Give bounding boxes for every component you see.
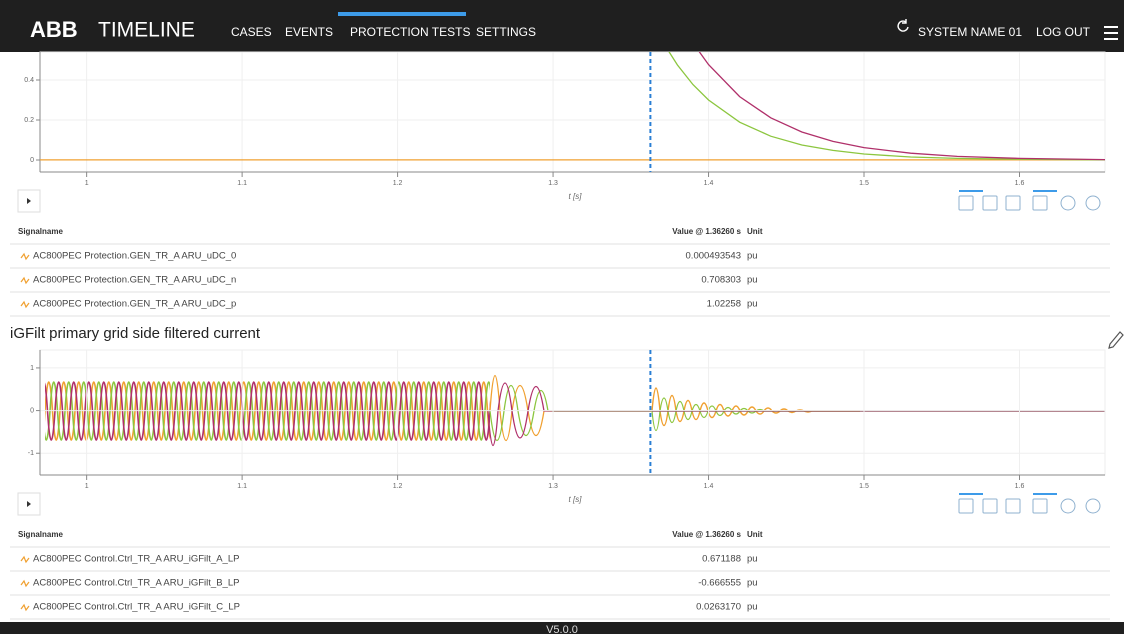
toolbar-button[interactable]: [1085, 498, 1101, 514]
signal-unit: pu: [747, 578, 758, 589]
toolbar-button[interactable]: [1032, 195, 1048, 211]
version: V5.0.0: [546, 624, 578, 634]
toolbar-button[interactable]: [958, 498, 974, 514]
menu-item[interactable]: SETTINGS: [476, 25, 536, 39]
signal-unit: pu: [747, 299, 758, 310]
column-header: Signalname: [18, 227, 63, 236]
toolbar-button[interactable]: [1032, 498, 1048, 514]
chart-title: iGFilt primary grid side filtered curren…: [10, 325, 261, 342]
signal-value: -0.666555: [698, 578, 741, 589]
y-tick-label: 0: [30, 157, 34, 164]
edit-icon[interactable]: [1108, 331, 1124, 349]
signal-icon: [20, 300, 30, 309]
menu-item[interactable]: PROTECTION TESTS: [350, 25, 470, 39]
x-tick-label: 1.4: [704, 483, 714, 490]
toolbar-button[interactable]: [1005, 195, 1021, 211]
y-tick-label: 1: [30, 365, 34, 372]
signal-icon: [20, 276, 30, 285]
y-tick-label: 0.4: [24, 77, 34, 84]
x-tick-label: 1: [85, 483, 89, 490]
menu-item[interactable]: EVENTS: [285, 25, 333, 39]
app-name: TIMELINE: [98, 19, 195, 42]
x-tick-label: 1.3: [548, 180, 558, 187]
signal-name: AC800PEC Control.Ctrl_TR_A ARU_iGFilt_A_…: [33, 554, 239, 565]
x-tick-label: 1.5: [859, 483, 869, 490]
x-tick-label: 1.3: [548, 483, 558, 490]
y-tick-label: -1: [28, 450, 34, 457]
x-axis-label: t [s]: [569, 495, 583, 504]
signal-icon: [20, 579, 30, 588]
toolbar-button[interactable]: [1060, 498, 1076, 514]
footer-bar: [0, 622, 1124, 634]
x-tick-label: 1.6: [1015, 483, 1025, 490]
menu-item[interactable]: CASES: [231, 25, 272, 39]
signal-unit: pu: [747, 602, 758, 613]
x-tick-label: 1.1: [237, 483, 247, 490]
signal-name: AC800PEC Protection.GEN_TR_A ARU_uDC_p: [33, 299, 236, 310]
x-axis-label: t [s]: [569, 192, 583, 201]
signal-unit: pu: [747, 275, 758, 286]
x-tick-label: 1.4: [704, 180, 714, 187]
refresh-icon[interactable]: [897, 19, 909, 32]
expand-arrow: [27, 501, 31, 507]
x-tick-label: 1.2: [393, 180, 403, 187]
column-header: Value @ 1.36260 s: [672, 530, 741, 539]
signal-icon: [20, 555, 30, 564]
toolbar-button[interactable]: [958, 195, 974, 211]
signal-icon: [20, 252, 30, 261]
column-header: Signalname: [18, 530, 63, 539]
y-tick-label: 0: [30, 407, 34, 414]
x-tick-label: 1.5: [859, 180, 869, 187]
menu-icon[interactable]: [1104, 26, 1118, 40]
column-header: Unit: [747, 530, 763, 539]
signal-line: [698, 52, 1105, 161]
active-indicator: [338, 12, 466, 16]
signal-unit: pu: [747, 251, 758, 262]
column-header: Value @ 1.36260 s: [672, 227, 741, 236]
signal-name: AC800PEC Protection.GEN_TR_A ARU_uDC_n: [33, 275, 236, 286]
column-header: Unit: [747, 227, 763, 236]
toolbar-button[interactable]: [1005, 498, 1021, 514]
y-tick-label: 0.2: [24, 117, 34, 124]
logo: ABB: [30, 17, 78, 42]
system-name[interactable]: SYSTEM NAME 01: [918, 25, 1022, 39]
toolbar-button[interactable]: [982, 195, 998, 211]
signal-unit: pu: [747, 554, 758, 565]
toolbar-button[interactable]: [982, 498, 998, 514]
nav-bar: [0, 0, 1124, 52]
x-tick-label: 1: [85, 180, 89, 187]
signal-name: AC800PEC Control.Ctrl_TR_A ARU_iGFilt_B_…: [33, 578, 239, 589]
signal-value: 0.671188: [702, 554, 741, 565]
signal-name: AC800PEC Protection.GEN_TR_A ARU_uDC_0: [33, 251, 236, 262]
signal-icon: [20, 603, 30, 612]
toolbar-button[interactable]: [1085, 195, 1101, 211]
signal-value: 1.02258: [707, 299, 741, 310]
plot-area: [39, 51, 1106, 173]
x-tick-label: 1.1: [237, 180, 247, 187]
signal-value: 0.708303: [701, 275, 741, 286]
logout[interactable]: LOG OUT: [1036, 25, 1091, 39]
signal-line: [668, 52, 1105, 161]
x-tick-label: 1.6: [1015, 180, 1025, 187]
signal-name: AC800PEC Control.Ctrl_TR_A ARU_iGFilt_C_…: [33, 602, 240, 613]
signal-value: 0.0263170: [696, 602, 741, 613]
signal-value: 0.000493543: [686, 251, 741, 262]
toolbar-button[interactable]: [1060, 195, 1076, 211]
x-tick-label: 1.2: [393, 483, 403, 490]
expand-arrow: [27, 198, 31, 204]
